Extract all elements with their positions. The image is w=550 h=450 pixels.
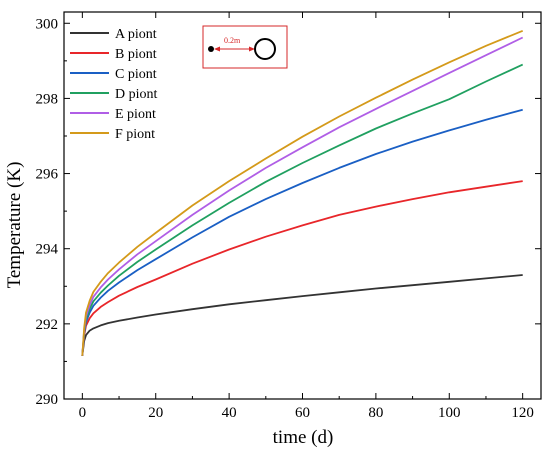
legend-label: F piont xyxy=(115,127,155,142)
legend-label: E piont xyxy=(115,107,156,122)
x-axis-label: time (d) xyxy=(273,427,334,448)
inset-diagram: 0.2m xyxy=(202,25,288,69)
legend-label: A piont xyxy=(115,27,157,42)
x-tick-label: 80 xyxy=(368,405,383,421)
axis-ticks xyxy=(64,12,541,400)
legend-label: B piont xyxy=(115,47,157,62)
x-tick-label: 40 xyxy=(222,405,237,421)
y-tick-label: 290 xyxy=(36,392,59,408)
legend-label: D piont xyxy=(115,87,158,102)
series-line-1 xyxy=(81,274,523,356)
y-tick-label: 294 xyxy=(36,242,59,258)
tick-labels: 0 20 40 60 80 100 120 290 292 294 296 298 300 xyxy=(36,16,534,421)
inset-pipe-circle xyxy=(254,38,276,60)
x-tick-label: 20 xyxy=(148,405,163,421)
x-tick-label: 0 xyxy=(79,405,87,421)
series-line-3 xyxy=(81,108,523,356)
inset-arrow-head-left xyxy=(214,46,220,52)
series-line-2 xyxy=(81,180,523,356)
inset-frame xyxy=(202,25,288,69)
legend: A piont B piont C piont D piont E piont F pio… xyxy=(70,27,158,142)
y-axis-label: Temperature (K) xyxy=(4,162,25,289)
inset-arrow-head-right xyxy=(249,46,255,52)
x-tick-label: 120 xyxy=(511,405,534,421)
y-tick-label: 292 xyxy=(36,317,59,333)
legend-label: C piont xyxy=(115,67,157,82)
y-tick-label: 296 xyxy=(36,167,59,183)
plot-lines xyxy=(81,29,524,356)
inset-source-dot xyxy=(208,46,214,52)
series-line-5 xyxy=(81,36,524,356)
x-tick-label: 60 xyxy=(295,405,310,421)
y-tick-label: 298 xyxy=(36,91,59,107)
y-tick-label: 300 xyxy=(36,16,59,32)
series-line-6 xyxy=(81,29,524,356)
inset-distance-label: 0.2m xyxy=(224,36,241,45)
x-tick-label: 100 xyxy=(438,405,461,421)
series-line-4 xyxy=(81,63,524,356)
